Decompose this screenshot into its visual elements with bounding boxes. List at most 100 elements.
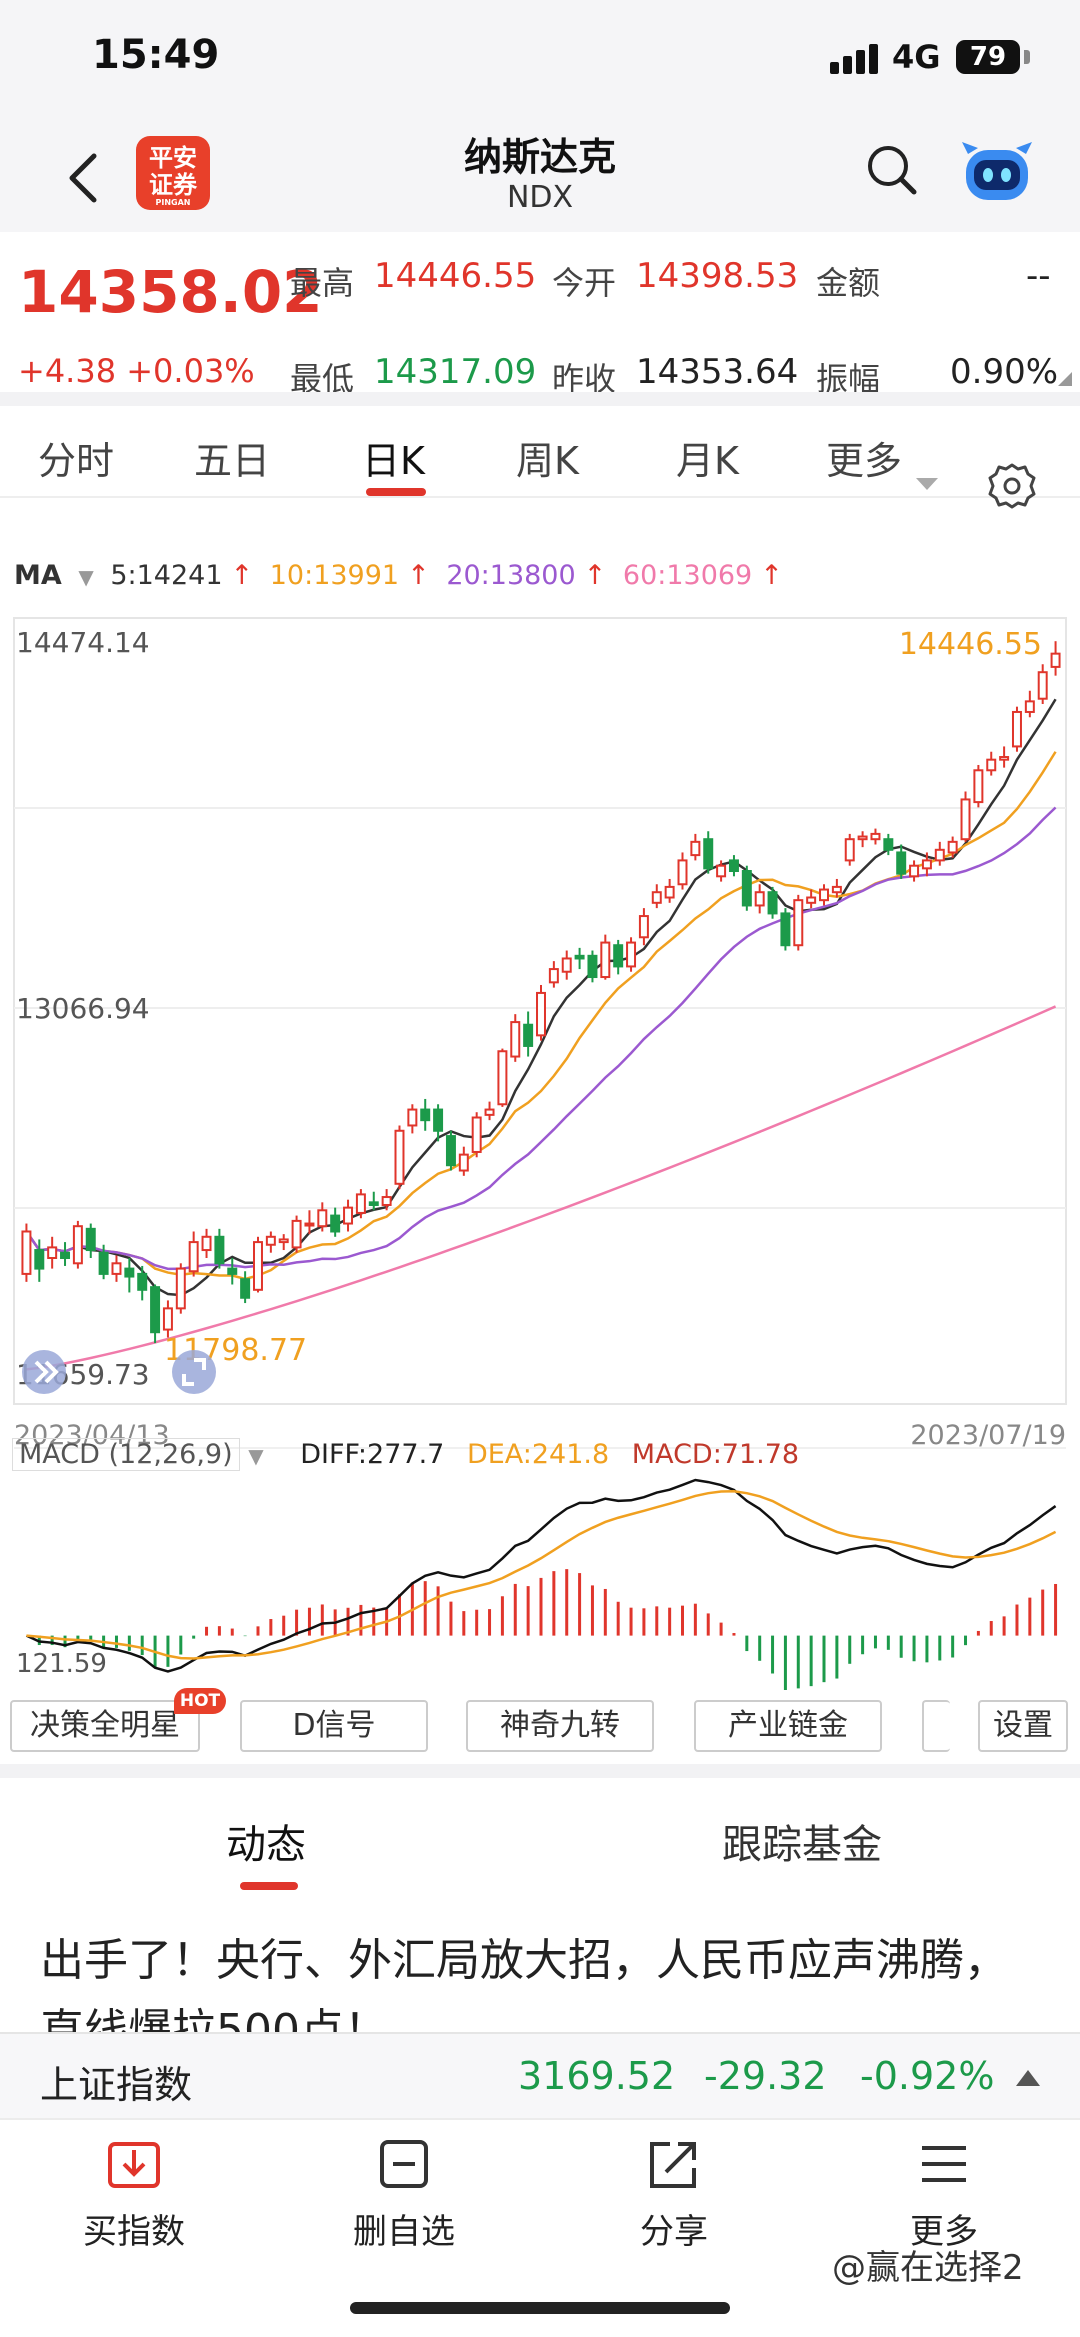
logo-text-1: 平安 [149, 144, 197, 172]
candle [330, 1207, 341, 1237]
date-end-label: 2023/07/19 [910, 1420, 1066, 1451]
decision-star-button[interactable]: 决策全明星 [10, 1700, 200, 1752]
tab-tracking-funds[interactable]: 跟踪基金 [722, 1822, 882, 1868]
status-time: 15:49 [92, 32, 220, 78]
kline-chart[interactable]: 14474.14 13066.94 11659.73 14446.55 1179… [0, 610, 1080, 1700]
macd-value: MACD:71.78 [631, 1439, 800, 1470]
remove-icon [380, 2140, 428, 2188]
candle-body [1037, 671, 1048, 700]
index-ticker[interactable]: 上证指数 3169.52 -29.32 -0.92% [0, 2032, 1080, 2118]
candle-body [921, 859, 932, 870]
amplitude-label: 振幅 [816, 360, 881, 398]
ticker-percent: -0.92% [860, 2054, 995, 2098]
low-value: 14317.09 [374, 352, 537, 392]
candle-body [690, 840, 701, 857]
candle-body [973, 769, 984, 804]
share-icon [650, 2142, 696, 2188]
candle-body [716, 864, 727, 878]
header: 平安 证券 PINGAN 纳斯达克 NDX [0, 120, 1080, 232]
candle [1050, 641, 1061, 676]
candle-body [484, 1108, 495, 1116]
ma20-value: 20:13800 [446, 560, 576, 591]
more-dropdown-icon[interactable] [916, 478, 938, 492]
candle [34, 1239, 45, 1282]
tool-overflow-button[interactable] [922, 1700, 950, 1752]
candle [484, 1101, 495, 1121]
candle [420, 1098, 431, 1131]
nav-more[interactable]: 更多 [854, 2136, 1034, 2253]
app-logo[interactable]: 平安 证券 PINGAN [136, 136, 210, 210]
news-headline[interactable]: 出手了！央行、外汇局放大招，人民币应声沸腾，直线爆拉500点！ [40, 1935, 1008, 2032]
tab-active-indicator [366, 488, 426, 496]
candle-body [703, 838, 714, 870]
candle [613, 939, 624, 975]
ma-indicator-row[interactable]: MA ▼ 5:14241 ↑ 10:13991 ↑ 20:13800 ↑ 60:130… [14, 560, 791, 591]
candle-body [806, 896, 817, 904]
candle [960, 791, 971, 842]
settings-button[interactable]: 设置 [978, 1700, 1068, 1752]
nav-share[interactable]: 分享 [584, 2136, 764, 2253]
candle-body [870, 832, 881, 841]
candle-body [265, 1235, 276, 1246]
candle-body [1050, 652, 1061, 668]
tab-five-day[interactable]: 五日 [194, 439, 271, 483]
tab-intraday[interactable]: 分时 [38, 439, 115, 483]
candle [188, 1231, 199, 1277]
d-signal-button[interactable]: D信号 [240, 1700, 428, 1752]
candle [98, 1244, 109, 1280]
candle-body [368, 1201, 379, 1206]
candle [728, 855, 739, 877]
tab-dynamics[interactable]: 动态 [226, 1822, 306, 1868]
candle-body [60, 1251, 71, 1259]
candle-body [587, 954, 598, 979]
candle [651, 884, 662, 909]
macd-label[interactable]: MACD (12,26,9) [12, 1438, 240, 1471]
nav-remove-watchlist[interactable]: 删自选 [314, 2136, 494, 2253]
ma-dropdown-icon[interactable]: ▼ [78, 565, 94, 589]
separator [0, 392, 1080, 406]
nav-buy-index[interactable]: 买指数 [44, 2136, 224, 2253]
tab-more[interactable]: 更多 [826, 439, 903, 483]
candle [111, 1255, 122, 1282]
candle [150, 1284, 161, 1344]
macd-dropdown-icon[interactable]: ▼ [248, 1444, 264, 1468]
candle-body [613, 944, 624, 968]
candle [175, 1263, 186, 1314]
magic-nine-button[interactable]: 神奇九转 [466, 1700, 654, 1752]
candle [806, 889, 817, 909]
candle-body [72, 1225, 83, 1265]
gear-icon[interactable] [988, 462, 1036, 510]
prev-close-label: 昨收 [552, 360, 617, 398]
back-icon[interactable] [62, 150, 106, 206]
candle [896, 844, 907, 879]
zoom-icon[interactable] [172, 1350, 216, 1394]
candle [999, 746, 1010, 768]
candle-body [561, 957, 572, 973]
max-price-label: 14446.55 [899, 627, 1042, 662]
candle-body [728, 859, 739, 873]
robot-assistant-icon[interactable] [958, 140, 1036, 204]
ma-label: MA [14, 560, 62, 591]
candle [137, 1265, 148, 1301]
tab-daily-k[interactable]: 日K [362, 439, 425, 483]
candle-body [330, 1214, 341, 1233]
search-icon[interactable] [864, 142, 920, 198]
candle-body [445, 1135, 456, 1167]
candle [523, 1011, 534, 1057]
candle-body [420, 1108, 431, 1122]
tab-monthly-k[interactable]: 月K [676, 439, 739, 483]
tab-weekly-k[interactable]: 周K [516, 439, 579, 483]
industry-chain-button[interactable]: 产业链金 [694, 1700, 882, 1752]
ticker-expand-icon[interactable] [1016, 2070, 1040, 2086]
candle-body [98, 1251, 109, 1275]
candle [767, 886, 778, 919]
candle [690, 833, 701, 861]
expand-corner-icon[interactable] [1058, 372, 1072, 386]
logo-text-2: 证券 [149, 171, 197, 199]
candle [368, 1191, 379, 1211]
candle [716, 860, 727, 882]
scroll-left-icon[interactable] [22, 1350, 66, 1394]
ma5-arrow-icon: ↑ [230, 560, 254, 591]
candle-body [523, 1023, 534, 1047]
candle-body [201, 1235, 212, 1252]
